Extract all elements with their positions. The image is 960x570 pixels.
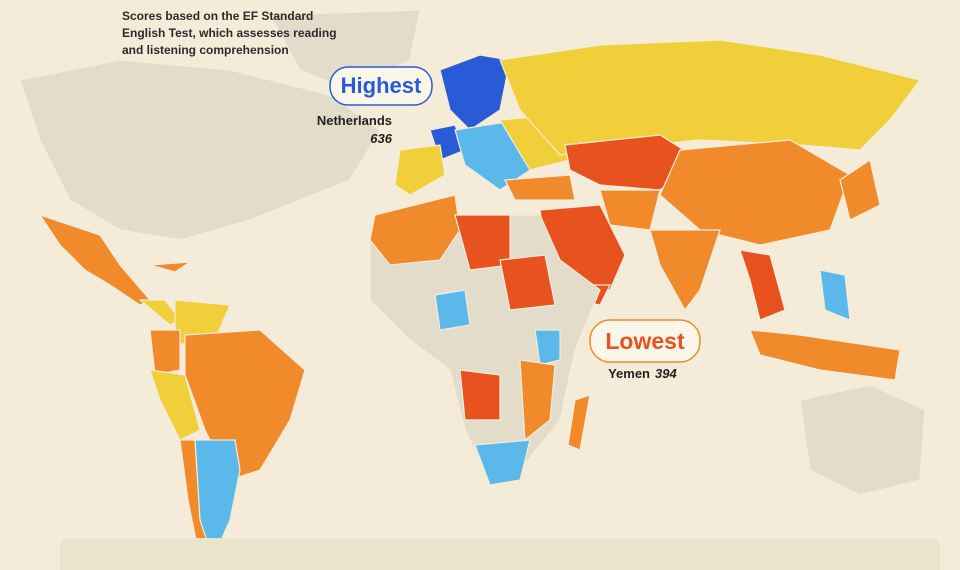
north-africa	[369, 194, 461, 266]
mexico	[38, 213, 151, 306]
sudan	[499, 254, 556, 311]
land	[19, 9, 926, 567]
caribbean	[149, 261, 193, 273]
north-america	[19, 59, 381, 241]
callout-label: Highest	[341, 73, 422, 98]
china	[659, 139, 851, 246]
angola	[459, 369, 501, 421]
callout-box	[329, 66, 433, 106]
subtitle-line: Scores based on the EF Standard	[122, 9, 313, 23]
australia	[799, 384, 926, 496]
india	[649, 229, 721, 312]
score: 394	[655, 366, 677, 381]
score: 636	[370, 131, 392, 146]
philippines	[819, 269, 851, 321]
colombia	[149, 329, 181, 376]
subtitle-line: English Test, which assesses reading	[122, 26, 337, 40]
scandinavia	[439, 54, 511, 131]
peru	[149, 369, 201, 441]
east-africa	[519, 359, 556, 442]
kenya	[534, 329, 561, 366]
subtitle-line: and listening comprehension	[122, 43, 289, 57]
callout-box	[589, 319, 701, 363]
lowest-callout: Lowest Yemen 394	[589, 319, 701, 381]
russia	[499, 39, 922, 156]
footer-strip	[60, 538, 940, 570]
callout-label: Lowest	[605, 328, 685, 354]
nigeria	[434, 289, 471, 331]
thailand	[739, 249, 786, 321]
madagascar	[567, 394, 591, 451]
country-name: Netherlands	[317, 113, 392, 128]
south-africa	[474, 439, 531, 486]
france-spain	[394, 144, 446, 196]
highest-callout: Highest Netherlands 636	[317, 66, 433, 146]
country-name: Yemen	[608, 366, 650, 381]
indonesia	[749, 329, 901, 381]
turkey	[504, 174, 576, 201]
subtitle: Scores based on the EF Standard English …	[122, 9, 337, 57]
japan	[839, 159, 881, 221]
